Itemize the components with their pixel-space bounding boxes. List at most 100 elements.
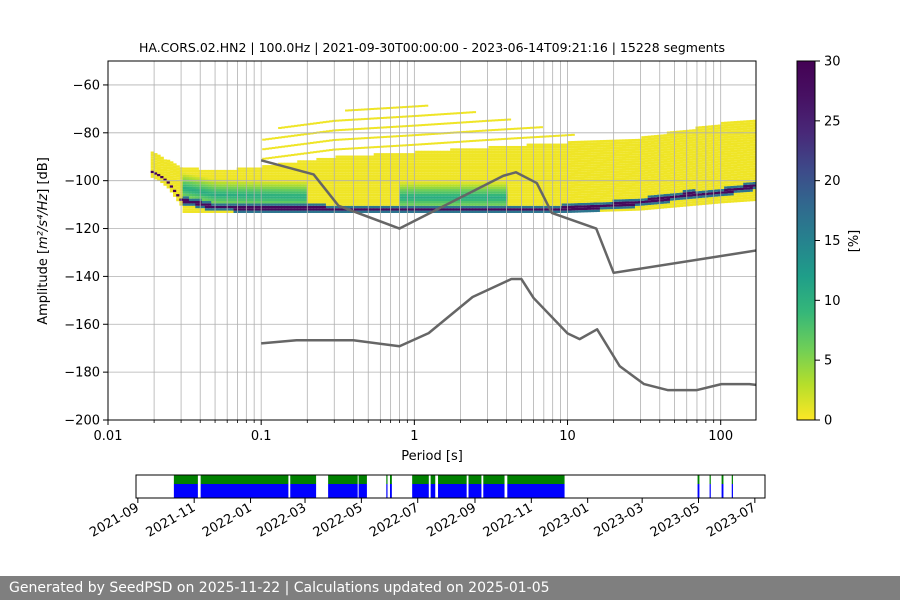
psd-cell	[682, 194, 687, 198]
psd-cell	[685, 187, 690, 190]
psd-cell	[367, 196, 371, 199]
psd-cell	[545, 198, 550, 202]
psd-cell	[647, 154, 652, 158]
psd-cell	[271, 167, 276, 170]
psd-cell	[561, 177, 566, 180]
psd-cell	[539, 196, 543, 199]
psd-cell	[281, 162, 285, 166]
psd-cell	[510, 203, 515, 206]
psd-cell	[689, 153, 693, 156]
psd-cell	[208, 198, 212, 202]
psd-cell	[284, 186, 289, 190]
psd-cell	[692, 129, 696, 132]
psd-cell	[211, 210, 215, 213]
psd-cell	[424, 193, 429, 197]
psd-cell	[548, 169, 553, 173]
psd-cell	[529, 165, 534, 168]
psd-cell	[415, 167, 419, 170]
psd-cell	[488, 145, 492, 149]
psd-cell	[501, 210, 505, 213]
psd-cell	[437, 167, 442, 170]
psd-cell	[574, 174, 578, 177]
psd-cell	[338, 167, 343, 170]
psd-cell	[593, 204, 598, 208]
psd-cell	[434, 160, 438, 163]
psd-cell	[223, 205, 228, 209]
psd-cell	[628, 203, 633, 207]
psd-cell	[663, 146, 668, 149]
psd-cell	[392, 167, 397, 170]
psd-cell	[284, 177, 289, 180]
psd-cell	[329, 186, 333, 190]
psd-cell	[705, 180, 709, 184]
psd-cell	[660, 201, 665, 204]
psd-cell	[679, 183, 684, 186]
psd-cell	[367, 203, 371, 206]
psd-cell	[469, 160, 473, 163]
psd-cell	[278, 203, 282, 206]
psd-cell	[411, 160, 416, 163]
psd-cell	[211, 191, 215, 194]
psd-cell	[523, 167, 528, 170]
psd-cell	[335, 189, 340, 192]
psd-cell	[335, 165, 340, 168]
psd-cell	[192, 210, 196, 213]
psd-cell	[265, 169, 269, 173]
psd-cell	[462, 181, 467, 185]
psd-cell	[641, 136, 645, 139]
psd-cell	[663, 134, 668, 137]
psd-cell	[427, 150, 432, 154]
psd-cell	[370, 181, 375, 185]
psd-cell	[373, 177, 378, 180]
psd-cell	[650, 173, 655, 177]
psd-cell	[497, 153, 502, 156]
psd-cell	[641, 205, 645, 208]
psd-cell	[685, 165, 690, 169]
psd-cell	[217, 169, 222, 173]
psd-column	[606, 139, 610, 212]
psd-cell	[698, 174, 703, 177]
psd-column	[701, 125, 706, 205]
psd-cell	[478, 150, 483, 154]
psd-cell	[714, 153, 719, 156]
psd-cell	[577, 174, 582, 177]
psd-cell	[354, 165, 359, 168]
psd-cell	[606, 139, 610, 143]
psd-cell	[523, 196, 528, 199]
psd-cell	[698, 145, 703, 148]
psd-cell	[437, 184, 442, 187]
psd-cell	[380, 191, 384, 194]
psd-cell	[596, 166, 601, 169]
psd-cell	[408, 124, 413, 127]
psd-cell	[574, 176, 578, 180]
psd-cell	[440, 132, 445, 135]
psd-cell	[271, 198, 276, 202]
psd-cell	[542, 205, 547, 209]
psd-cell	[204, 177, 209, 180]
psd-cell	[507, 118, 512, 121]
psd-cell	[647, 202, 652, 206]
psd-cell	[612, 151, 617, 155]
psd-cell	[456, 186, 461, 190]
psd-cell	[628, 194, 633, 197]
psd-cell	[424, 184, 429, 187]
psd-cell	[497, 181, 502, 185]
psd-cell	[284, 162, 289, 166]
psd-cell	[354, 118, 359, 121]
psd-cell	[466, 111, 470, 114]
psd-cell	[529, 145, 534, 149]
psd-cell	[434, 113, 438, 116]
psd-cell	[370, 127, 375, 130]
psd-cell	[319, 169, 324, 173]
psd-cell	[278, 205, 282, 209]
psd-cell	[705, 142, 709, 145]
psd-cell	[520, 181, 524, 185]
psd-cell	[415, 177, 419, 180]
psd-cell	[497, 208, 502, 211]
psd-cell	[504, 157, 508, 161]
psd-cell	[386, 193, 391, 197]
psd-cell	[622, 160, 626, 164]
psd-cell	[446, 153, 451, 156]
psd-cell	[287, 205, 292, 209]
psd-cell	[532, 157, 537, 161]
